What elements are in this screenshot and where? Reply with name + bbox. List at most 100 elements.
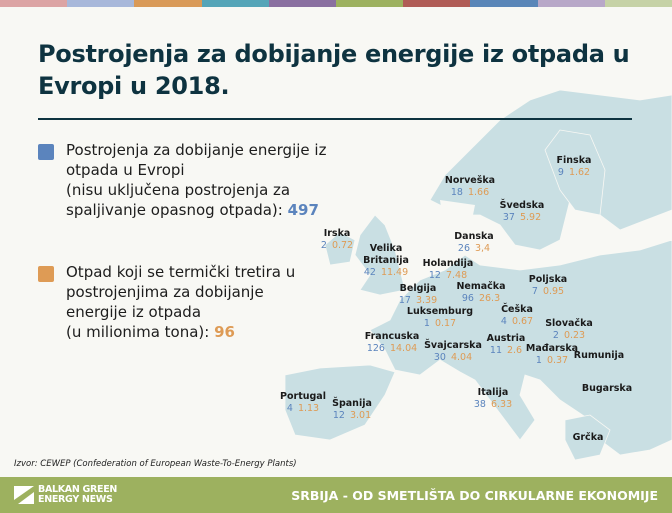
- plants-count: 126: [366, 343, 385, 354]
- waste-tonnage: 0.72: [331, 240, 354, 251]
- country-label: Grčka: [573, 432, 604, 444]
- waste-tonnage: 2.6: [506, 345, 523, 356]
- country-name: Irska: [323, 228, 351, 239]
- country-name: Danska: [454, 231, 494, 242]
- country-label: Slovačka 2 0.23: [545, 318, 593, 342]
- legend-swatch-waste: [38, 266, 54, 282]
- stripe: [336, 0, 404, 7]
- country-label: Portugal 4 1.13: [280, 391, 326, 415]
- waste-tonnage: 1.13: [297, 403, 320, 414]
- waste-tonnage: 4.04: [450, 352, 473, 363]
- waste-tonnage: 6.33: [490, 399, 513, 410]
- country-name: Velika Britanija: [363, 243, 409, 266]
- country-name: Italija: [477, 387, 509, 398]
- greece: [564, 414, 611, 461]
- plants-count: 4: [500, 316, 507, 327]
- waste-tonnage: 0.17: [434, 318, 457, 329]
- waste-tonnage: 3.39: [415, 295, 438, 306]
- page-title: Postrojenja za dobijanje energije iz otp…: [38, 40, 630, 100]
- waste-tonnage: 3,4: [474, 243, 491, 254]
- country-label: Luksemburg 1 0.17: [407, 306, 473, 330]
- ireland: [324, 231, 356, 266]
- country-label: Belgija 17 3.39: [399, 283, 437, 307]
- stripe: [67, 0, 135, 7]
- plants-count: 9: [557, 167, 564, 178]
- country-name: Luksemburg: [406, 306, 474, 317]
- plants-count: 2: [320, 240, 327, 251]
- waste-tonnage: 3.01: [349, 410, 372, 421]
- country-name: Finska: [556, 155, 592, 166]
- country-name: Slovačka: [545, 318, 593, 329]
- plants-count: 38: [473, 399, 486, 410]
- waste-tonnage: 0.95: [542, 286, 565, 297]
- europe-map: [284, 89, 672, 461]
- country-label: Norveška 18 1.66: [445, 175, 495, 199]
- legend-plants-total: 497: [287, 201, 319, 219]
- plants-count: 37: [502, 212, 515, 223]
- finland: [544, 129, 606, 216]
- country-label: Francuska 126 14.04: [365, 331, 420, 355]
- legend-waste-total: 96: [214, 323, 235, 341]
- legend-waste-text: Otpad koji se termički tretira u postroj…: [66, 263, 296, 321]
- iberia: [284, 364, 396, 441]
- country-name: Španija: [332, 398, 372, 409]
- stripe: [268, 0, 337, 7]
- plants-count: 12: [428, 270, 441, 281]
- legend-waste: Otpad koji se termički tretira u postroj…: [38, 262, 328, 342]
- uk: [354, 214, 406, 296]
- country-name: Holandija: [422, 258, 474, 269]
- country-name: Mađarska: [525, 343, 579, 354]
- color-stripes: [0, 0, 672, 7]
- stripe: [470, 0, 538, 7]
- waste-tonnage: 5.92: [519, 212, 542, 223]
- stripe: [201, 0, 269, 7]
- country-label: Češka 4 0.67: [501, 304, 533, 328]
- country-label: Italija 38 6.33: [474, 387, 512, 411]
- logo-icon: [14, 486, 34, 504]
- country-label: Austria 11 2.6: [487, 333, 526, 357]
- plants-count: 1: [535, 355, 542, 366]
- country-label: Finska 9 1.62: [557, 155, 592, 179]
- country-label: Švajcarska 30 4.04: [424, 340, 482, 364]
- country-label: Španija 12 3.01: [332, 398, 372, 422]
- country-label: Mađarska 1 0.37: [526, 343, 578, 367]
- plants-count: 30: [433, 352, 446, 363]
- country-name: Grčka: [572, 432, 604, 443]
- stripe: [403, 0, 471, 7]
- country-name: Bugarska: [581, 383, 633, 394]
- country-name: Norveška: [444, 175, 496, 186]
- scandinavia: [429, 89, 672, 251]
- country-name: Švajcarska: [424, 340, 482, 351]
- logo-line2: ENERGY NEWS: [38, 494, 113, 505]
- source-note: Izvor: CEWEP (Confederation of European …: [14, 459, 297, 469]
- country-label: Irska 2 0.72: [321, 228, 353, 252]
- plants-count: 42: [363, 267, 376, 278]
- plants-count: 18: [450, 187, 463, 198]
- country-label: Holandija 12 7.48: [423, 258, 474, 282]
- waste-tonnage: 0.67: [511, 316, 534, 327]
- country-label: Velika Britanija 42 11.49: [356, 243, 416, 279]
- legend-waste-note: (u milionima tona):: [66, 323, 210, 341]
- stripe: [604, 0, 672, 7]
- waste-tonnage: 1.62: [568, 167, 591, 178]
- stripe: [537, 0, 605, 7]
- plants-count: 7: [531, 286, 538, 297]
- country-name: Belgija: [399, 283, 437, 294]
- country-label: Rumunija: [574, 350, 624, 362]
- footer-slogan: SRBIJA - OD SMETLIŠTA DO CIRKULARNE EKON…: [291, 488, 658, 503]
- title-divider: [38, 118, 632, 120]
- legend-plants-note: (nisu uključena postrojenja za spaljivan…: [66, 181, 291, 219]
- country-label: Danska 26 3,4: [454, 231, 493, 255]
- plants-count: 17: [398, 295, 411, 306]
- legend-plants: Postrojenja za dobijanje energije iz otp…: [38, 140, 328, 220]
- waste-tonnage: 7.48: [445, 270, 468, 281]
- plants-count: 11: [489, 345, 502, 356]
- logo-line1: BALKAN GREEN: [38, 484, 118, 495]
- plants-count: 1: [423, 318, 430, 329]
- country-name: Portugal: [280, 391, 326, 402]
- waste-tonnage: 26.3: [478, 293, 501, 304]
- waste-tonnage: 0.23: [563, 330, 586, 341]
- country-name: Poljska: [528, 274, 568, 285]
- country-name: Rumunija: [573, 350, 625, 361]
- waste-tonnage: 11.49: [380, 267, 409, 278]
